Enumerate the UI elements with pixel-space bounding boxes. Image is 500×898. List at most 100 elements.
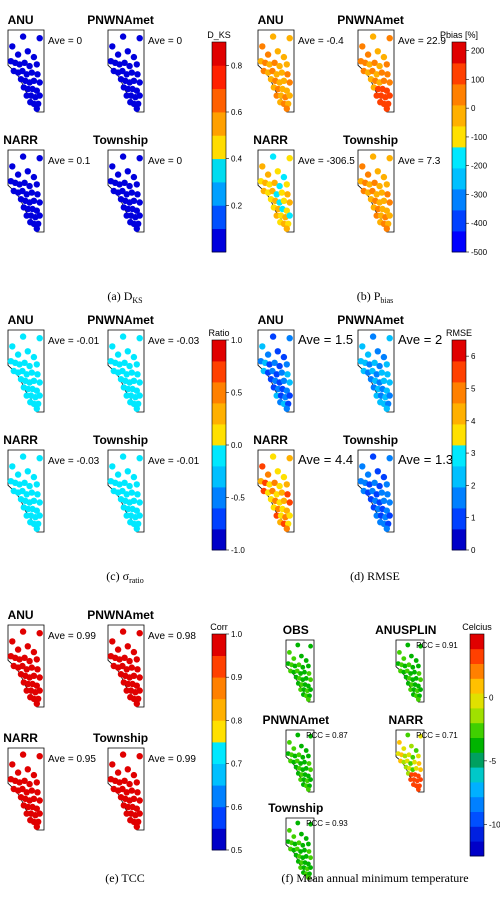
panel-title: NARR	[3, 731, 38, 745]
station-marker	[378, 69, 385, 76]
panel-title: NARR	[3, 133, 38, 147]
station-marker	[283, 61, 290, 68]
colorbar-swatch	[470, 663, 484, 679]
station-marker	[378, 489, 385, 496]
station-marker	[380, 377, 388, 384]
station-marker	[283, 181, 290, 188]
station-marker	[417, 693, 422, 699]
station-marker	[366, 61, 373, 68]
station-marker	[30, 497, 38, 504]
station-marker	[283, 525, 290, 532]
station-marker	[416, 663, 421, 669]
station-marker	[19, 333, 27, 340]
map-panel: ANU Ave = -0.4	[257, 13, 344, 113]
colorbar: RMSE 6 5 4 3 2 1 0	[446, 328, 476, 555]
colorbar: D_KS 0.2 0.4 0.6 0.8	[207, 30, 243, 253]
station-marker	[380, 173, 388, 181]
station-marker	[409, 772, 415, 777]
station-marker	[266, 61, 273, 68]
station-marker	[380, 353, 388, 361]
station-marker	[406, 752, 412, 758]
station-marker	[383, 387, 390, 394]
station-marker	[359, 343, 366, 350]
station-marker	[119, 453, 127, 460]
station-marker	[308, 767, 313, 773]
station-marker	[412, 759, 417, 765]
station-marker	[269, 333, 277, 340]
station-marker	[402, 663, 408, 669]
station-marker	[276, 62, 283, 70]
station-marker	[416, 753, 421, 759]
station-marker	[386, 92, 393, 99]
colorbar-swatch	[452, 210, 466, 232]
station-marker	[383, 105, 390, 112]
station-marker	[416, 787, 421, 792]
colorbar-swatch	[470, 752, 484, 768]
panel-title: Township	[93, 731, 148, 745]
station-marker	[274, 168, 281, 175]
caption-text: (b) P	[357, 289, 381, 303]
colorbar-swatch	[452, 403, 466, 425]
colorbar-swatch	[212, 698, 226, 721]
station-marker	[373, 191, 380, 198]
station-marker	[36, 455, 43, 462]
station-marker	[291, 656, 297, 661]
station-marker	[376, 482, 383, 490]
station-marker	[36, 512, 43, 519]
station-marker	[287, 650, 292, 655]
station-marker	[274, 468, 281, 475]
station-marker	[133, 105, 140, 112]
station-marker	[280, 77, 288, 85]
station-marker	[284, 71, 291, 78]
station-marker	[33, 61, 40, 68]
station-marker	[121, 777, 128, 784]
station-marker	[136, 674, 143, 681]
colorbar-swatch	[452, 126, 466, 148]
station-marker	[418, 767, 423, 773]
station-marker	[386, 455, 393, 462]
map-panel: PNWNAmet Ave = 22.9	[337, 13, 446, 113]
station-marker	[299, 743, 304, 749]
station-marker	[283, 387, 290, 394]
station-marker	[264, 51, 272, 58]
station-marker	[404, 758, 410, 764]
station-marker	[299, 860, 305, 865]
station-marker	[33, 507, 40, 514]
colorbar-swatch	[212, 88, 226, 113]
colorbar-swatch	[212, 228, 226, 253]
panel-title: ANUSPLIN	[375, 623, 436, 637]
station-marker	[9, 761, 16, 768]
station-marker	[303, 871, 309, 877]
station-marker	[114, 351, 122, 358]
average-label: Ave = 0	[148, 36, 182, 47]
colorbar-tick-label: 0.6	[231, 108, 243, 117]
station-marker	[116, 361, 123, 368]
panel-title: ANU	[258, 13, 284, 27]
station-marker	[416, 697, 421, 702]
figure-caption: (f) Mean annual minimum temperature	[281, 871, 468, 885]
colorbar-tick-label: 2	[471, 481, 476, 490]
colorbar-swatch	[212, 763, 226, 786]
station-marker	[30, 648, 38, 656]
station-marker	[271, 179, 278, 186]
colorbar-swatch	[212, 508, 226, 530]
colorbar-swatch	[452, 466, 466, 488]
station-marker	[121, 654, 128, 661]
station-marker	[418, 687, 423, 692]
station-marker	[286, 335, 293, 342]
station-marker	[124, 348, 131, 355]
station-marker	[126, 362, 133, 370]
station-marker	[384, 71, 391, 78]
colorbar-swatch	[212, 158, 226, 183]
station-marker	[386, 392, 393, 399]
station-marker	[374, 168, 381, 175]
station-marker	[286, 512, 293, 519]
colorbar-tick-label: 0.9	[231, 673, 243, 682]
station-marker	[114, 769, 122, 776]
colorbar-tick-label: 3	[471, 449, 476, 458]
station-marker	[259, 163, 266, 170]
station-marker	[369, 453, 377, 460]
station-marker	[34, 71, 41, 78]
